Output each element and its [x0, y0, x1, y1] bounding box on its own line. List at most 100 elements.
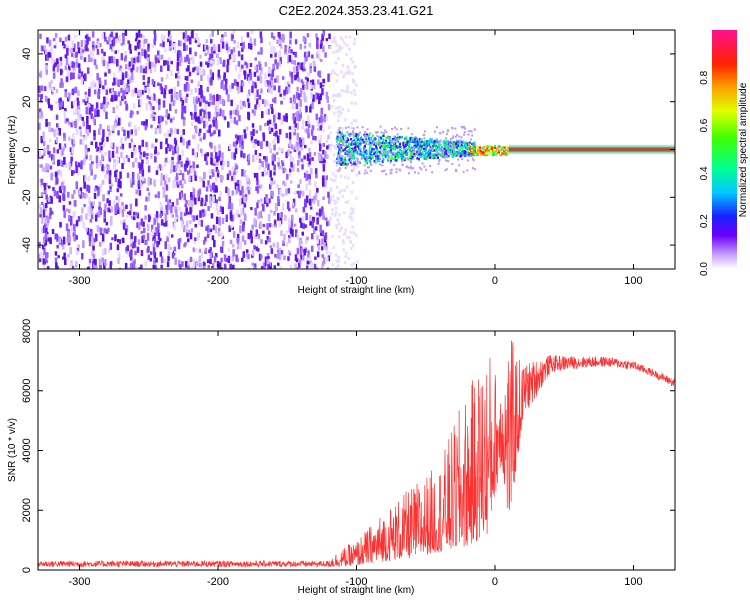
heatmap-cell — [280, 45, 283, 49]
heatmap-cell — [318, 53, 321, 61]
heatmap-cell — [286, 173, 289, 180]
heatmap-cell — [453, 145, 456, 148]
heatmap-cell — [365, 155, 367, 158]
heatmap-cell — [138, 54, 142, 63]
heatmap-cell — [163, 92, 166, 99]
heatmap-cell — [136, 222, 139, 228]
heatmap-cell — [411, 153, 414, 157]
heatmap-cell — [216, 112, 219, 117]
heatmap-cell — [98, 43, 102, 48]
heatmap-cell — [52, 154, 55, 163]
heatmap-cell — [351, 243, 355, 247]
heatmap-cell — [406, 156, 409, 160]
heatmap-cell — [95, 102, 99, 109]
heatmap-cell — [242, 42, 245, 49]
heatmap-cell — [432, 153, 435, 156]
heatmap-cell — [72, 62, 75, 67]
heatmap-cell — [203, 265, 206, 269]
heatmap-x-tick-label: -100 — [345, 275, 367, 287]
heatmap-cell — [436, 145, 439, 149]
heatmap-cell — [39, 33, 42, 39]
heatmap-cell — [412, 148, 415, 151]
heatmap-cell — [451, 150, 454, 153]
heatmap-cell — [168, 89, 172, 94]
heatmap-cell — [299, 249, 303, 258]
heatmap-cell — [76, 97, 79, 102]
heatmap-cell — [314, 226, 318, 231]
heatmap-cell — [160, 54, 164, 60]
heatmap-cell — [385, 131, 388, 134]
heatmap-cell — [428, 142, 431, 145]
heatmap-cell — [311, 125, 315, 130]
heatmap-cell — [181, 219, 185, 227]
heatmap-cell — [369, 161, 372, 165]
heatmap-cell — [177, 71, 180, 75]
heatmap-cell — [114, 174, 118, 183]
heatmap-cell — [337, 259, 340, 263]
heatmap-cell — [90, 169, 93, 176]
heatmap-cell — [338, 126, 341, 129]
heatmap-cell — [130, 67, 133, 73]
heatmap-cell — [175, 172, 179, 181]
heatmap-cell — [285, 86, 288, 94]
heatmap-cell — [459, 145, 462, 149]
heatmap-cell — [396, 156, 399, 159]
heatmap-cell — [431, 149, 434, 152]
heatmap-cell — [75, 61, 79, 68]
heatmap-cell — [268, 261, 272, 267]
heatmap-cell — [276, 39, 279, 45]
heatmap-cell — [173, 47, 177, 54]
heatmap-cell — [287, 256, 290, 261]
heatmap-cell — [39, 207, 43, 214]
heatmap-cell — [348, 152, 351, 155]
heatmap-cell — [325, 175, 328, 180]
heatmap-cell — [153, 217, 156, 225]
heatmap-cell — [323, 242, 326, 250]
heatmap-cell — [400, 153, 403, 156]
heatmap-cell — [241, 64, 244, 69]
heatmap-cell — [479, 152, 482, 154]
heatmap-cell — [53, 189, 57, 197]
heatmap-cell — [96, 162, 99, 169]
heatmap-cell — [65, 57, 69, 66]
heatmap-cell — [288, 132, 292, 140]
heatmap-cell — [428, 143, 431, 147]
snr-x-tick-label: 100 — [624, 576, 642, 588]
heatmap-cell — [102, 85, 105, 90]
heatmap-cell — [264, 62, 268, 67]
heatmap-cell — [190, 79, 194, 83]
heatmap-cell — [405, 166, 408, 169]
heatmap-cell — [178, 155, 182, 161]
heatmap-cell — [356, 126, 359, 129]
heatmap-cell — [52, 72, 56, 79]
heatmap-cell — [403, 158, 406, 162]
heatmap-cell — [383, 148, 386, 151]
heatmap-cell — [179, 264, 182, 269]
heatmap-cell — [182, 32, 186, 40]
heatmap-cell — [102, 32, 106, 39]
heatmap-cell — [188, 176, 191, 183]
heatmap-cell — [399, 142, 402, 146]
heatmap-cell — [157, 82, 160, 86]
heatmap-cell — [431, 144, 434, 148]
heatmap-cell — [251, 224, 254, 230]
heatmap-cell — [257, 75, 260, 80]
heatmap-cell — [46, 232, 49, 237]
heatmap-cell — [213, 130, 216, 135]
heatmap-cell — [90, 164, 93, 171]
heatmap-cell — [339, 36, 343, 40]
heatmap-cell — [296, 168, 300, 172]
heatmap-cell — [136, 66, 140, 70]
heatmap-cell — [320, 39, 323, 48]
heatmap-cell — [194, 223, 197, 228]
heatmap-cell — [61, 240, 64, 247]
heatmap-cell — [134, 129, 138, 136]
heatmap-cell — [70, 225, 73, 232]
heatmap-cell — [324, 232, 328, 240]
snr-y-tick-label: 6000 — [21, 379, 33, 403]
heatmap-cell — [337, 197, 340, 201]
heatmap-cell — [200, 219, 204, 227]
heatmap-cell — [311, 101, 314, 110]
heatmap-cell — [58, 195, 61, 203]
heatmap-cell — [303, 92, 306, 101]
